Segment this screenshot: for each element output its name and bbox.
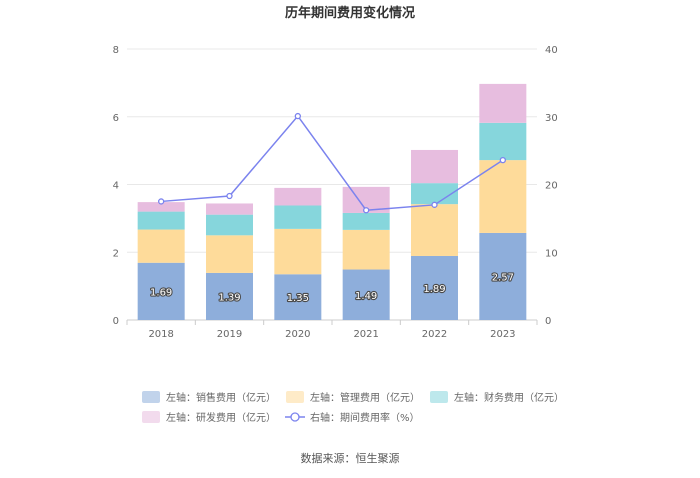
x-tick-label: 2018 [148,329,173,340]
bar-segment[interactable] [206,203,253,215]
right-tick-label: 30 [545,113,558,124]
legend-swatch[interactable] [286,391,304,403]
bars [137,83,527,320]
legend-label[interactable]: 左轴：财务费用（亿元） [454,391,564,404]
x-tick-label: 2022 [422,329,447,340]
bar-value-label: 1.49 [355,291,377,302]
left-tick-label: 0 [113,316,119,327]
bar-segment[interactable] [206,272,253,320]
bar-segment[interactable] [206,235,253,273]
bar-segment[interactable] [411,204,458,256]
bar-labels: 1.69 1.39 1.35 1.49 1.89 2.57 [149,271,515,305]
bar-segment[interactable] [137,202,185,212]
rate-point[interactable] [363,207,370,214]
x-tick-label: 2020 [285,329,310,340]
bar-segment[interactable] [342,212,390,230]
legend: 左轴：销售费用（亿元） 左轴：管理费用（亿元） 左轴：财务费用（亿元） 左轴：研发费用… [142,391,564,424]
right-tick-label: 0 [545,316,551,327]
bar-segment[interactable] [411,255,458,320]
legend-swatch[interactable] [142,411,160,423]
left-tick-label: 6 [113,113,119,124]
chart-title: 历年期间费用变化情况 [285,5,415,21]
rate-point[interactable] [431,201,438,208]
x-tick-label: 2021 [353,329,378,340]
legend-label[interactable]: 左轴：研发费用（亿元） [166,411,276,424]
bar-segment[interactable] [206,214,253,236]
left-tick-label: 2 [113,248,119,259]
rate-line-path [161,114,504,212]
legend-label[interactable]: 右轴：期间费用率（%） [310,411,420,424]
bar-segment[interactable] [274,187,322,206]
bar-segment[interactable] [411,149,458,184]
legend-label[interactable]: 左轴：销售费用（亿元） [166,391,276,404]
bar-value-label: 1.69 [150,287,172,298]
bar-segment[interactable] [137,211,185,230]
bar-segment[interactable] [274,205,322,229]
legend-swatch[interactable] [430,391,448,403]
bar-segment[interactable] [479,232,527,320]
right-tick-label: 40 [545,45,558,56]
x-tick-label: 2023 [490,329,515,340]
bar-value-label: 1.35 [287,293,309,304]
bar-segment[interactable] [274,228,322,275]
right-tick-label: 20 [545,181,558,192]
x-tick-label: 2019 [217,329,242,340]
bar-segment[interactable] [137,229,185,263]
bar-segment[interactable] [411,183,458,205]
axes: 0 2 4 6 8 0 10 20 30 40 2018 2019 2020 2021 2022 2023 [113,45,558,340]
bar-segment[interactable] [137,262,185,320]
bar-segment[interactable] [479,160,527,233]
bar-segment[interactable] [342,269,390,320]
bar-segment[interactable] [479,122,527,161]
rate-point[interactable] [499,156,506,164]
legend-swatch[interactable] [142,391,160,403]
legend-marker[interactable] [290,412,300,422]
source-text: 数据来源：恒生聚源 [301,451,400,465]
bar-segment[interactable] [342,229,390,270]
left-tick-label: 4 [113,181,119,192]
rate-line [158,112,506,214]
bar-segment[interactable] [479,83,527,123]
legend-label[interactable]: 左轴：管理费用（亿元） [310,391,420,404]
right-tick-label: 10 [545,248,558,259]
bar-value-label: 1.89 [423,284,445,295]
rate-point[interactable] [294,112,301,120]
rate-point[interactable] [158,198,165,205]
bar-value-label: 2.57 [492,272,514,283]
rate-point[interactable] [226,192,233,200]
gridlines [127,48,537,321]
bar-value-label: 1.39 [218,292,240,303]
bar-segment[interactable] [274,274,322,320]
left-tick-label: 8 [113,45,119,56]
